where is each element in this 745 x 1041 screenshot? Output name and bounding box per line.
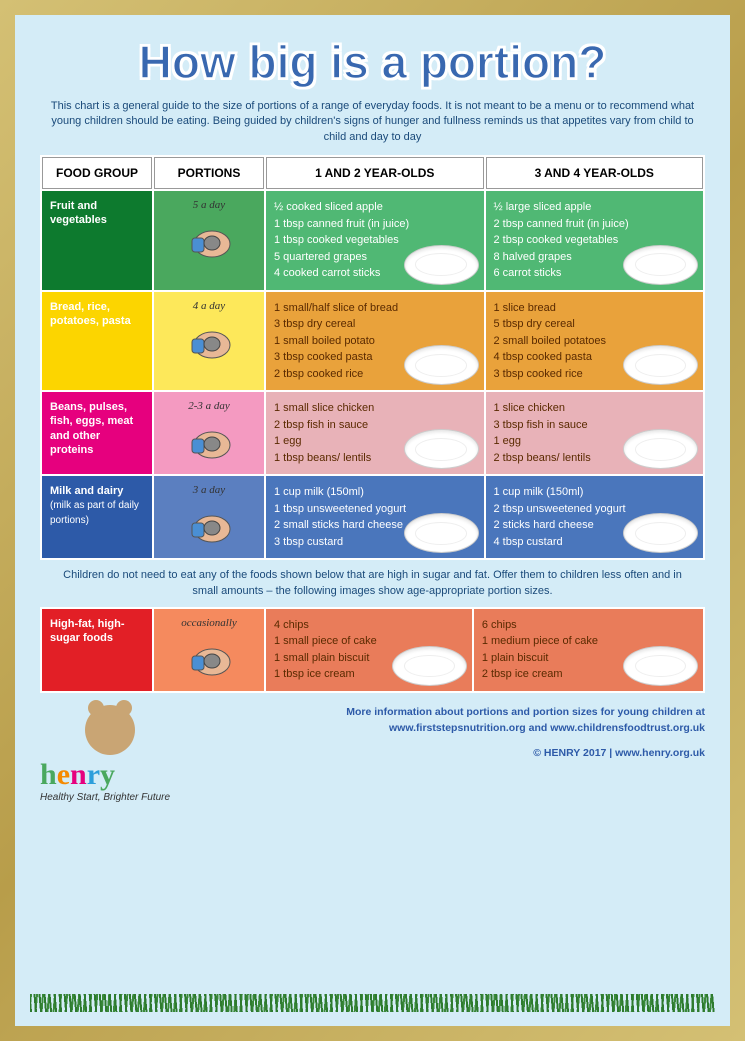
food-group-cell: Bread, rice, potatoes, pasta (42, 292, 152, 391)
portion-item: 1 slice chicken (494, 400, 696, 417)
plate-icon (623, 429, 698, 469)
y12-cell: 1 small slice chicken2 tbsp fish in sauc… (266, 392, 484, 474)
food-group-cell: Fruit and vegetables (42, 191, 152, 290)
table-row: Beans, pulses, fish, eggs, meat and othe… (42, 392, 703, 474)
portion-cell: occasionally (154, 609, 264, 691)
portion-cell: 4 a day (154, 292, 264, 391)
portion-item: 1 tbsp canned fruit (in juice) (274, 216, 476, 233)
portion-item: 1 small/half slice of bread (274, 300, 476, 317)
col-foodgroup: FOOD GROUP (42, 157, 152, 189)
plate-icon (623, 245, 698, 285)
table-row: Bread, rice, potatoes, pasta4 a day1 sma… (42, 292, 703, 391)
grass-decoration (30, 994, 715, 1012)
footer: henry Healthy Start, Brighter Future Mor… (40, 705, 705, 803)
portion-item: 2 tbsp canned fruit (in juice) (494, 216, 696, 233)
hand-icon (182, 317, 237, 362)
header-row: FOOD GROUP PORTIONS 1 AND 2 YEAR-OLDS 3 … (42, 157, 703, 189)
portion-item: 3 tbsp dry cereal (274, 316, 476, 333)
hand-icon (182, 501, 237, 546)
portion-cell: 3 a day (154, 476, 264, 558)
footer-info: More information about portions and port… (200, 705, 705, 762)
portion-table: FOOD GROUP PORTIONS 1 AND 2 YEAR-OLDS 3 … (40, 155, 705, 560)
food-group-cell: Beans, pulses, fish, eggs, meat and othe… (42, 392, 152, 474)
table-row: Fruit and vegetables5 a day½ cooked slic… (42, 191, 703, 290)
plate-icon (404, 513, 479, 553)
table-row: Milk and dairy(milk as part of daily por… (42, 476, 703, 558)
bear-icon (85, 705, 135, 755)
plate-icon (404, 345, 479, 385)
col-y12: 1 AND 2 YEAR-OLDS (266, 157, 484, 189)
hand-icon (182, 417, 237, 462)
plate-icon (404, 429, 479, 469)
y34-cell: 6 chips1 medium piece of cake1 plain bis… (474, 609, 703, 691)
portion-item: 6 chips (482, 617, 695, 634)
page-title: How big is a portion? (40, 35, 705, 89)
portion-cell: 2-3 a day (154, 392, 264, 474)
plate-icon (623, 646, 698, 686)
portion-item: 1 slice bread (494, 300, 696, 317)
y34-cell: 1 slice bread5 tbsp dry cereal2 small bo… (486, 292, 704, 391)
y12-cell: ½ cooked sliced apple1 tbsp canned fruit… (266, 191, 484, 290)
y34-cell: 1 cup milk (150ml)2 tbsp unsweetened yog… (486, 476, 704, 558)
fat-table: High-fat, high-sugar foodsoccasionally4 … (40, 607, 705, 693)
mid-note: Children do not need to eat any of the f… (40, 568, 705, 599)
info-line2: www.firststepsnutrition.org and www.chil… (200, 721, 705, 737)
hand-icon (182, 634, 237, 679)
poster: How big is a portion? This chart is a ge… (15, 15, 730, 1026)
gold-frame: How big is a portion? This chart is a ge… (0, 0, 745, 1041)
hand-icon (182, 216, 237, 261)
portion-item: 5 tbsp dry cereal (494, 316, 696, 333)
table-row: High-fat, high-sugar foodsoccasionally4 … (42, 609, 703, 691)
portion-item: 1 small slice chicken (274, 400, 476, 417)
plate-icon (623, 345, 698, 385)
portion-cell: 5 a day (154, 191, 264, 290)
copyright: © HENRY 2017 | www.henry.org.uk (200, 746, 705, 762)
portion-item: 4 chips (274, 617, 464, 634)
y34-cell: 1 slice chicken3 tbsp fish in sauce1 egg… (486, 392, 704, 474)
y12-cell: 1 cup milk (150ml)1 tbsp unsweetened yog… (266, 476, 484, 558)
logo-block: henry Healthy Start, Brighter Future (40, 705, 180, 803)
intro-text: This chart is a general guide to the siz… (40, 99, 705, 145)
col-portions: PORTIONS (154, 157, 264, 189)
y12-cell: 4 chips1 small piece of cake1 small plai… (266, 609, 472, 691)
plate-icon (404, 245, 479, 285)
food-group-cell: High-fat, high-sugar foods (42, 609, 152, 691)
brand-name: henry (40, 758, 180, 792)
food-group-cell: Milk and dairy(milk as part of daily por… (42, 476, 152, 558)
portion-item: ½ large sliced apple (494, 199, 696, 216)
info-line1: More information about portions and port… (200, 705, 705, 721)
y34-cell: ½ large sliced apple2 tbsp canned fruit … (486, 191, 704, 290)
col-y34: 3 AND 4 YEAR-OLDS (486, 157, 704, 189)
portion-item: 1 cup milk (150ml) (494, 484, 696, 501)
portion-item: ½ cooked sliced apple (274, 199, 476, 216)
tagline: Healthy Start, Brighter Future (40, 792, 180, 803)
y12-cell: 1 small/half slice of bread3 tbsp dry ce… (266, 292, 484, 391)
portion-item: 1 cup milk (150ml) (274, 484, 476, 501)
plate-icon (392, 646, 467, 686)
plate-icon (623, 513, 698, 553)
